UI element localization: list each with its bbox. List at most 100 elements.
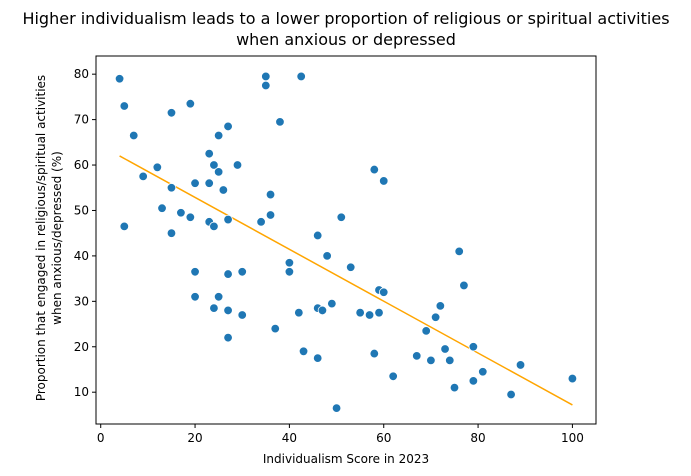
data-point bbox=[223, 214, 233, 225]
data-point bbox=[265, 210, 276, 220]
y-tick-label: 70 bbox=[74, 113, 89, 127]
data-point bbox=[138, 171, 148, 182]
data-point bbox=[261, 80, 271, 91]
data-point bbox=[468, 342, 479, 352]
chart-title-line2: when anxious or depressed bbox=[236, 30, 456, 49]
data-point bbox=[190, 178, 200, 188]
data-point bbox=[445, 355, 455, 366]
data-point bbox=[567, 373, 578, 384]
data-point bbox=[478, 367, 488, 377]
y-tick-label: 30 bbox=[74, 294, 89, 308]
data-point bbox=[209, 303, 219, 313]
data-point bbox=[468, 376, 479, 386]
data-point bbox=[157, 203, 167, 213]
data-point bbox=[232, 160, 243, 170]
data-point bbox=[322, 251, 332, 261]
x-tick-label: 40 bbox=[282, 431, 297, 445]
chart-title: Higher individualism leads to a lower pr… bbox=[22, 9, 669, 28]
data-point bbox=[346, 262, 356, 272]
x-axis-label: Individualism Score in 2023 bbox=[263, 452, 429, 466]
data-point bbox=[412, 351, 422, 361]
y-tick-label: 40 bbox=[74, 249, 89, 263]
y-tick-label: 20 bbox=[74, 340, 89, 354]
data-point bbox=[223, 269, 233, 279]
data-point bbox=[449, 382, 460, 393]
data-point bbox=[237, 267, 247, 277]
data-point bbox=[364, 310, 375, 320]
plot-frame bbox=[95, 55, 597, 425]
data-point bbox=[185, 99, 196, 109]
data-point bbox=[355, 307, 365, 318]
data-point bbox=[336, 212, 346, 222]
data-point bbox=[317, 305, 328, 316]
data-point bbox=[426, 355, 436, 366]
data-point bbox=[421, 326, 431, 336]
data-point bbox=[213, 130, 224, 141]
data-point bbox=[369, 164, 380, 175]
data-point bbox=[190, 292, 200, 302]
data-point bbox=[119, 101, 130, 111]
data-point bbox=[223, 121, 233, 132]
data-point bbox=[152, 162, 163, 173]
data-point bbox=[275, 117, 285, 127]
data-point bbox=[265, 189, 276, 200]
data-point bbox=[166, 183, 177, 193]
data-point bbox=[237, 310, 247, 320]
data-point bbox=[374, 307, 384, 318]
data-point bbox=[190, 267, 200, 277]
data-point bbox=[119, 221, 130, 232]
data-point bbox=[454, 246, 464, 257]
axes: 0 20 40 60 80 100 10 20 30 40 50 60 70 80 bbox=[74, 55, 597, 445]
data-point bbox=[166, 108, 177, 118]
y-tick-label: 10 bbox=[74, 385, 89, 399]
y-tick-label: 80 bbox=[74, 67, 89, 81]
data-point bbox=[261, 71, 271, 82]
data-point bbox=[204, 148, 214, 159]
data-point bbox=[213, 292, 224, 302]
data-point bbox=[223, 305, 233, 316]
data-point bbox=[435, 301, 446, 311]
data-point bbox=[327, 298, 337, 309]
data-point bbox=[223, 332, 233, 343]
data-point bbox=[506, 389, 516, 400]
trend-line bbox=[119, 155, 573, 406]
data-point bbox=[298, 346, 309, 357]
data-point bbox=[114, 74, 125, 84]
data-point bbox=[379, 287, 389, 297]
data-point bbox=[256, 217, 266, 227]
data-point bbox=[129, 130, 139, 141]
y-axis-label-line2: when anxious/depressed (%) bbox=[50, 151, 64, 325]
data-point bbox=[176, 208, 186, 218]
x-tick-label: 60 bbox=[376, 431, 391, 445]
data-point bbox=[270, 323, 280, 334]
data-point bbox=[430, 312, 441, 322]
x-tick-label: 0 bbox=[97, 431, 105, 445]
data-point bbox=[284, 258, 295, 268]
points-layer bbox=[114, 71, 578, 413]
data-point bbox=[369, 348, 380, 359]
data-point bbox=[213, 167, 224, 177]
x-tick-label: 100 bbox=[561, 431, 584, 445]
data-point bbox=[209, 221, 219, 232]
data-point bbox=[185, 212, 196, 222]
data-point bbox=[166, 228, 177, 238]
y-tick-label: 60 bbox=[74, 158, 89, 172]
data-point bbox=[284, 267, 295, 277]
data-point bbox=[296, 71, 306, 82]
data-point bbox=[459, 280, 469, 291]
data-point bbox=[209, 160, 219, 170]
data-point bbox=[388, 371, 398, 381]
x-tick-label: 80 bbox=[470, 431, 485, 445]
y-tick-label: 50 bbox=[74, 203, 89, 217]
y-axis-label: Proportion that engaged in religious/spi… bbox=[34, 75, 48, 401]
data-point bbox=[218, 185, 229, 195]
trendline-layer bbox=[119, 155, 573, 406]
data-point bbox=[379, 176, 389, 186]
data-point bbox=[294, 307, 304, 318]
data-point bbox=[440, 344, 450, 354]
data-point bbox=[312, 230, 323, 241]
data-point bbox=[312, 353, 323, 363]
x-tick-label: 20 bbox=[187, 431, 202, 445]
data-point bbox=[331, 403, 342, 413]
